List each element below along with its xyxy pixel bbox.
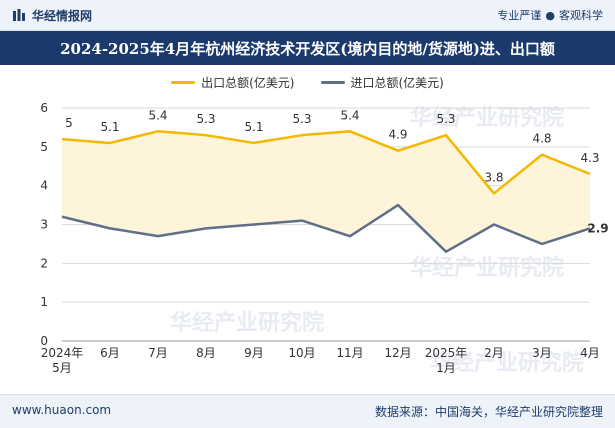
x-tick-label: 12月 <box>384 346 411 360</box>
watermark: 华经产业研究院 <box>410 256 565 281</box>
top-bar: 华经情报网 专业严谨 ● 客观科学 <box>0 0 615 31</box>
x-tick-label: 10月 <box>288 346 315 360</box>
legend-label-export: 出口总额(亿美元) <box>201 75 295 90</box>
x-tick-label: 8月 <box>196 346 216 360</box>
watermark: 华经产业研究院 <box>170 311 325 336</box>
export-data-label: 4.9 <box>388 128 407 142</box>
x-tick-label: 3月 <box>532 346 552 360</box>
y-tick-label: 2 <box>40 256 48 270</box>
dot-icon: ● <box>545 9 555 22</box>
export-data-label: 3.8 <box>484 170 503 184</box>
legend-swatch-export <box>171 80 196 84</box>
export-data-label: 5.3 <box>292 112 311 126</box>
x-tick-label: 9月 <box>244 346 264 360</box>
watermark: 华经产业研究院 <box>430 351 585 376</box>
x-tick-label: 4月 <box>580 346 600 360</box>
slogan: 专业严谨 ● 客观科学 <box>497 7 603 23</box>
x-tick-label: 2024年 5月 <box>41 346 84 375</box>
x-tick-label: 7月 <box>148 346 168 360</box>
y-tick-label: 4 <box>40 179 48 193</box>
y-tick-label: 0 <box>40 334 48 348</box>
x-tick-label: 2月 <box>484 346 504 360</box>
footer: www.huaon.com 数据来源：中国海关，华经产业研究院整理 <box>0 394 615 428</box>
y-tick-label: 5 <box>40 140 48 154</box>
legend-item-export: 出口总额(亿美元) <box>171 74 295 91</box>
slogan-left: 专业严谨 <box>497 9 542 22</box>
legend-item-import: 进口总额(亿美元) <box>320 74 444 91</box>
slogan-right: 客观科学 <box>559 9 603 22</box>
chart-title: 2024-2025年4月年杭州经济技术开发区(境内目的地/货源地)进、出口额 <box>0 31 615 65</box>
export-data-label: 4.3 <box>580 151 599 165</box>
footer-source: 数据来源：中国海关，华经产业研究院整理 <box>374 405 603 419</box>
x-tick-label: 11月 <box>336 346 363 360</box>
footer-url[interactable]: www.huaon.com <box>12 403 112 417</box>
brand: 华经情报网 <box>12 6 92 24</box>
y-tick-label: 6 <box>40 101 48 115</box>
import-series-line <box>61 203 591 253</box>
import-data-label: 2.9 <box>587 221 608 235</box>
export-series-line <box>61 130 591 195</box>
export-data-label: 4.8 <box>532 132 551 146</box>
band-area <box>62 131 590 252</box>
legend-label-import: 进口总额(亿美元) <box>350 75 444 90</box>
legend-swatch-import <box>320 80 345 84</box>
export-data-label: 5.1 <box>244 120 263 134</box>
x-tick-label: 2025年 1月 <box>425 346 468 375</box>
legend: 出口总额(亿美元) 进口总额(亿美元) <box>0 72 615 92</box>
export-data-label: 5.4 <box>340 108 359 122</box>
export-data-label: 5.4 <box>148 108 167 122</box>
export-data-label: 5.3 <box>196 112 215 126</box>
export-data-label: 5 <box>65 116 73 130</box>
brand-name: 华经情报网 <box>32 8 93 23</box>
y-tick-label: 1 <box>40 295 48 309</box>
x-tick-label: 6月 <box>100 346 120 360</box>
y-tick-label: 3 <box>40 218 48 232</box>
watermark: 华经产业研究院 <box>410 106 565 131</box>
brand-logo-icon <box>13 9 25 21</box>
export-data-label: 5.3 <box>436 112 455 126</box>
export-data-label: 5.1 <box>100 120 119 134</box>
